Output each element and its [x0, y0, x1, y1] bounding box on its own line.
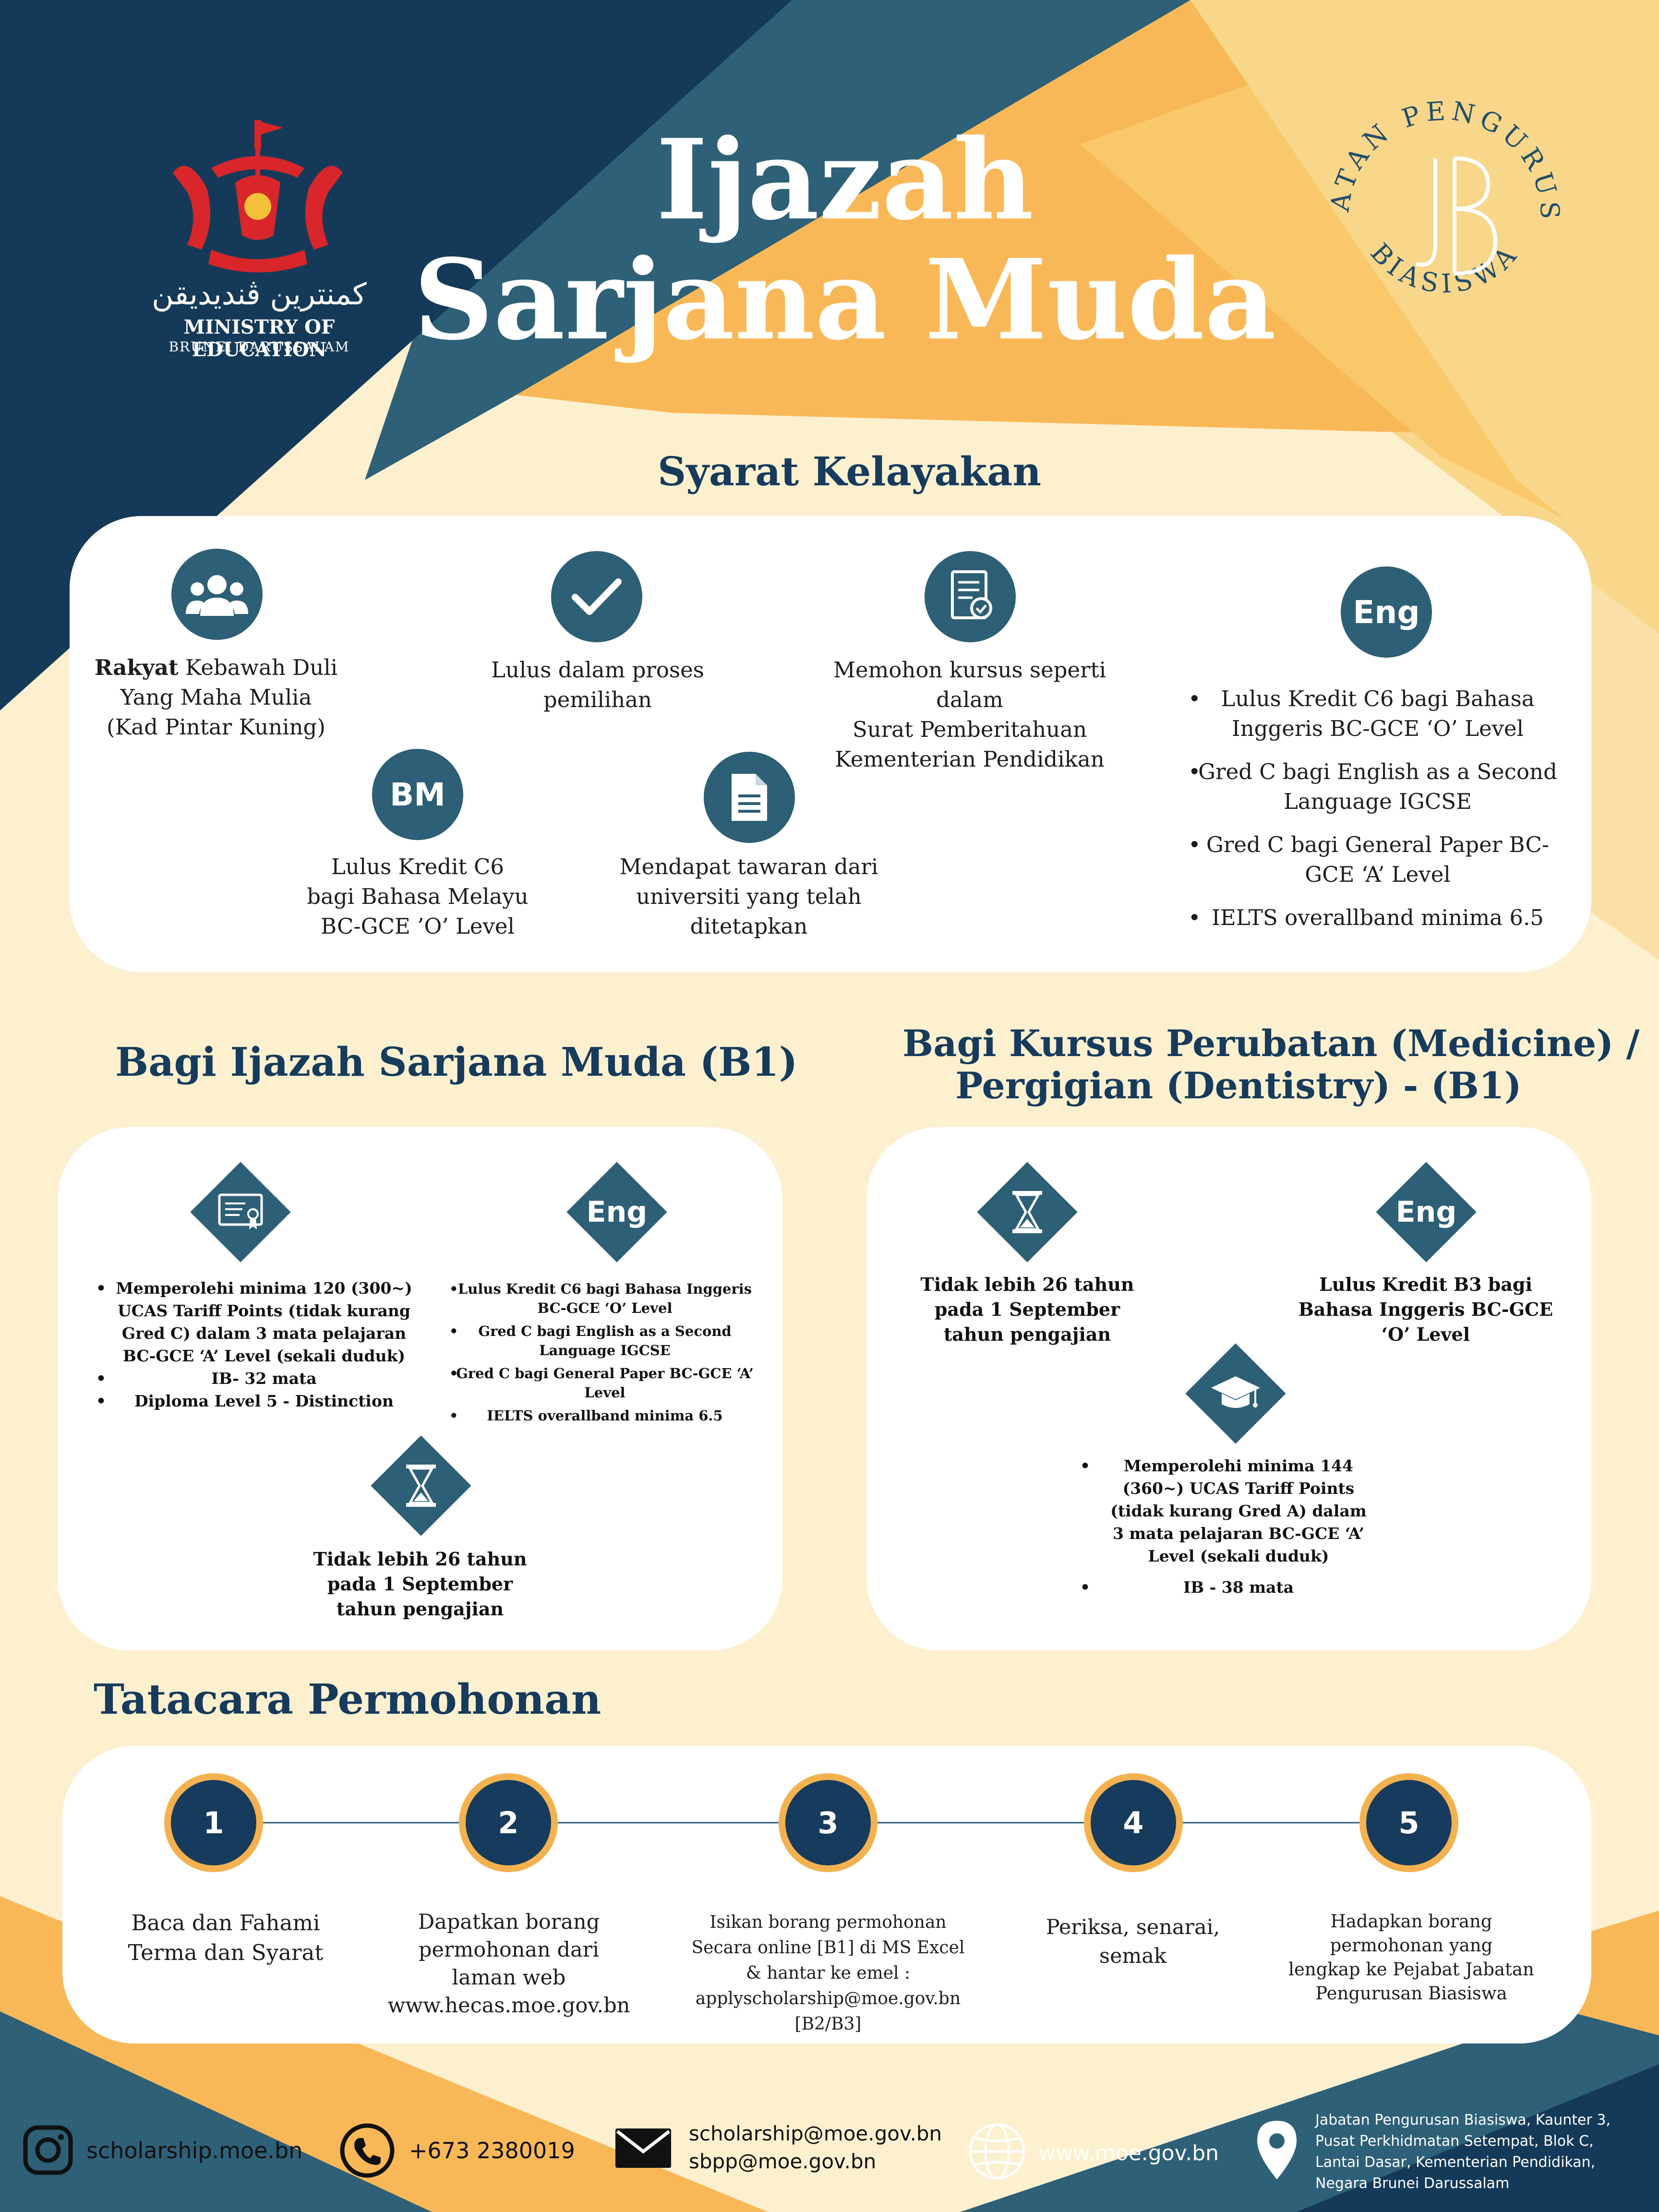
b1-heading: Bagi Ijazah Sarjana Muda (B1) [115, 1039, 798, 1085]
step-3-badge: 3 [779, 1773, 878, 1872]
instagram-icon[interactable] [22, 2124, 74, 2176]
offer-line2: universiti yang telah [636, 884, 862, 909]
procedure-heading: Tatacara Permohonan [94, 1675, 601, 1724]
selection-line2: pemilihan [543, 687, 652, 712]
title-line-1: Ijazah [656, 115, 1034, 245]
english-bullet-2: • Gred C bagi English as a Second Language… [1188, 759, 1557, 814]
website-link[interactable]: www.moe.gov.bn [1038, 2141, 1219, 2165]
b1-eng-bullet-2: • Gred C bagi English as a Second Language… [449, 1323, 732, 1358]
english-bullet-4: • IELTS overallband minima 6.5 [1188, 905, 1544, 930]
medicine-english-icon: Eng [1376, 1162, 1477, 1262]
file-icon [704, 752, 795, 843]
medicine-bullet-1: • Memperolehi minima 144 (360~) UCAS Tar… [1080, 1456, 1367, 1565]
step-4-text: Periksa, senarai, semak [1046, 1915, 1220, 1968]
email-secondary[interactable]: sbpp@moe.gov.bn [689, 2150, 877, 2173]
jpb-logo: JABATAN PENGURUSAN BIASISWA [1301, 62, 1575, 346]
eligibility-bm-text: Lulus Kredit C6 bagi Bahasa Melayu BC-GC… [274, 852, 562, 941]
b1-eng-bullet-4: • IELTS overallband minima 6.5 [449, 1407, 723, 1424]
people-icon [171, 549, 263, 640]
brunei-crest-icon [173, 120, 343, 273]
selection-line1: Lulus dalam proses [491, 657, 704, 683]
step-1-badge: 1 [164, 1773, 263, 1872]
medicine-heading-line1: Bagi Kursus Perubatan (Medicine) / [902, 1022, 1640, 1065]
eligibility-selection-text: Lulus dalam proses pemilihan [461, 655, 734, 715]
b1-bullet-3: • Diploma Level 5 - Distinction [96, 1392, 394, 1410]
course-line3: Kementerian Pendidikan [835, 746, 1105, 772]
bm-line3: BC-GCE ’O’ Level [321, 914, 515, 939]
step-5-badge: 5 [1359, 1773, 1458, 1872]
b1-eng-bullet-3: • Gred C bagi General Paper BC-GCE ‘A’ Lev… [449, 1365, 754, 1401]
office-address: Jabatan Pengurusan Biasiswa, Kaunter 3, … [1315, 2112, 1611, 2192]
bm-line1: Lulus Kredit C6 [331, 854, 505, 879]
email-primary[interactable]: scholarship@moe.gov.bn [689, 2122, 942, 2145]
course-line2: Surat Pemberitahuan [852, 717, 1087, 742]
graduation-cap-icon [1185, 1343, 1286, 1444]
citizen-line1: Kebawah Duli [178, 655, 338, 680]
step-1-text: Baca dan Fahami Terma dan Syarat [128, 1910, 324, 1965]
jpb-emblem-icon: JABATAN PENGURUSAN BIASISWA [1301, 62, 1560, 299]
page-title: Ijazah Sarjana Muda [398, 120, 1291, 360]
step-3-text: Isikan borang permohonan Secara online [… [691, 1912, 965, 2034]
medicine-english-text: Lulus Kredit B3 bagi Bahasa Inggeris BC-… [1298, 1274, 1553, 1345]
step-5-text: Hadapkan borang permohonan yang lengkap … [1288, 1911, 1534, 2004]
course-line1: Memohon kursus seperti dalam [833, 657, 1106, 712]
moe-jawi: كمنترين ڤنديديقن [152, 276, 367, 312]
b1-eng-bullet-1: • Lulus Kredit C6 bagi Bahasa Inggeris BC-… [449, 1281, 752, 1316]
moe-name: MINISTRY OF EDUCATION [183, 316, 335, 361]
title-line-2: Sarjana Muda [413, 235, 1276, 365]
check-icon [551, 551, 642, 642]
phone-number[interactable]: +673 2380019 [409, 2138, 575, 2164]
english-bullet-3: • Gred C bagi General Paper BC- GCE ‘A’ Le… [1188, 832, 1550, 887]
b1-english-list: • Lulus Kredit C6 bagi Bahasa Inggeris BC-… [446, 1279, 763, 1425]
b1-hourglass-icon [371, 1435, 471, 1536]
english-icon-text: Eng [1353, 593, 1420, 631]
certificate-icon [190, 1162, 291, 1262]
eligibility-offer-text: Mendapat tawaran dari universiti yang te… [593, 852, 905, 941]
eligibility-citizen-text: Rakyat Kebawah Duli Yang Maha Mulia (Kad… [77, 653, 355, 742]
offer-line1: Mendapat tawaran dari [619, 854, 878, 879]
globe-icon[interactable] [967, 2122, 1027, 2181]
medicine-bullet-2: • IB - 38 mata [1080, 1578, 1294, 1597]
b1-english-icon-text: Eng [586, 1195, 648, 1229]
offer-line3: ditetapkan [690, 914, 808, 939]
eligibility-card [70, 516, 1591, 972]
step-4-badge: 4 [1084, 1773, 1183, 1872]
bm-line2: bagi Bahasa Melayu [307, 884, 529, 909]
medicine-requirements-list: • Memperolehi minima 144 (360~) UCAS Tar… [1056, 1455, 1421, 1599]
citizen-line2: Yang Maha Mulia [120, 685, 312, 710]
location-pin-icon [1257, 2121, 1297, 2179]
eligibility-course-text: Memohon kursus seperti dalam Surat Pembe… [797, 655, 1142, 774]
medicine-english-icon-text: Eng [1395, 1195, 1457, 1229]
english-bullet-1: • Lulus Kredit C6 bagi Bahasa Inggeris BC-… [1188, 686, 1535, 741]
citizen-line3: (Kad Pintar Kuning) [107, 714, 325, 740]
b1-bullet-2: • IB- 32 mata [96, 1369, 317, 1388]
english-icon: Eng [1341, 566, 1432, 658]
document-check-icon [925, 551, 1016, 642]
moe-logo: كمنترين ڤنديديقن MINISTRY OF EDUCATION B… [115, 115, 403, 361]
medicine-heading: Bagi Kursus Perubatan (Medicine) / Pergi… [902, 1022, 1640, 1107]
b1-age-text: Tidak lebih 26 tahun pada 1 September ta… [313, 1548, 527, 1620]
eligibility-heading: Syarat Kelayakan [658, 449, 1042, 495]
step-2-badge: 2 [459, 1773, 558, 1872]
instagram-handle[interactable]: scholarship.moe.bn [86, 2138, 303, 2164]
b1-english-icon: Eng [566, 1162, 667, 1262]
medicine-heading-line2: Pergigian (Dentistry) - (B1) [955, 1064, 1522, 1107]
phone-icon[interactable] [338, 2122, 396, 2179]
citizen-bold: Rakyat [94, 655, 179, 680]
bm-icon: BM [372, 749, 463, 840]
medicine-hourglass-icon [977, 1162, 1078, 1262]
email-icon[interactable] [614, 2128, 672, 2169]
bm-icon-text: BM [390, 776, 445, 813]
medicine-age-text: Tidak lebih 26 tahun pada 1 September ta… [920, 1274, 1134, 1345]
b1-requirements-list: • Memperolehi minima 120 (300~) UCAS Tar… [86, 1277, 442, 1412]
b1-bullet-1: • Memperolehi minima 120 (300~) UCAS Tar… [96, 1279, 412, 1365]
eligibility-english-list: • Lulus Kredit C6 bagi Bahasa Inggeris BC-… [1186, 684, 1570, 933]
moe-country: BRUNEI DARUSSALAM [168, 339, 350, 355]
step-2-text: Dapatkan borang permohonan dari laman we… [387, 1910, 630, 2018]
